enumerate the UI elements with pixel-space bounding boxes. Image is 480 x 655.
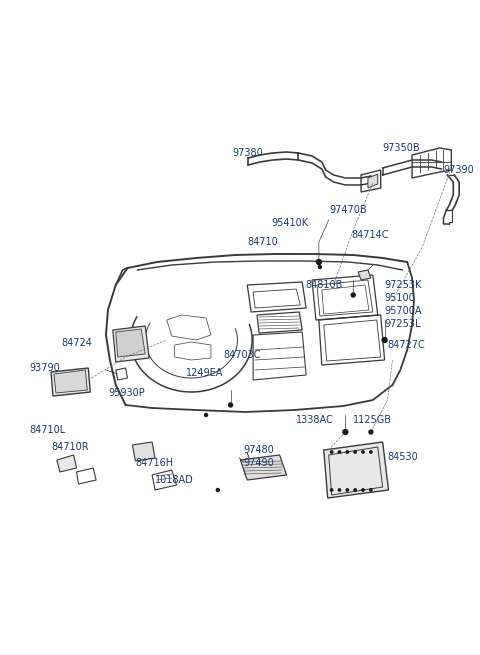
Text: 97253K: 97253K bbox=[384, 280, 422, 290]
Text: 1338AC: 1338AC bbox=[296, 415, 334, 425]
Polygon shape bbox=[324, 442, 388, 498]
Text: 84714C: 84714C bbox=[351, 230, 389, 240]
Circle shape bbox=[354, 489, 356, 491]
Circle shape bbox=[370, 451, 372, 453]
Text: 1018AD: 1018AD bbox=[155, 475, 194, 485]
Polygon shape bbox=[113, 326, 149, 362]
Polygon shape bbox=[54, 370, 87, 393]
Text: 95700A: 95700A bbox=[384, 306, 422, 316]
Circle shape bbox=[228, 403, 232, 407]
Text: 84710: 84710 bbox=[248, 237, 278, 247]
Text: 97253L: 97253L bbox=[384, 319, 421, 329]
Circle shape bbox=[362, 451, 364, 453]
Circle shape bbox=[330, 489, 333, 491]
Circle shape bbox=[370, 489, 372, 491]
Circle shape bbox=[216, 489, 219, 491]
Circle shape bbox=[346, 451, 348, 453]
Circle shape bbox=[316, 259, 321, 265]
Text: 84716H: 84716H bbox=[135, 458, 174, 468]
Circle shape bbox=[369, 430, 373, 434]
Polygon shape bbox=[368, 174, 378, 188]
Circle shape bbox=[354, 451, 356, 453]
Text: 97480: 97480 bbox=[243, 445, 274, 455]
Text: 97470B: 97470B bbox=[329, 205, 367, 215]
Circle shape bbox=[343, 430, 348, 434]
Text: 84724: 84724 bbox=[61, 338, 92, 348]
Text: 95410K: 95410K bbox=[271, 218, 308, 228]
Text: 97390: 97390 bbox=[444, 165, 474, 175]
Text: 95930P: 95930P bbox=[108, 388, 144, 398]
Circle shape bbox=[318, 265, 321, 269]
Text: 84727C: 84727C bbox=[387, 340, 425, 350]
Text: 97350B: 97350B bbox=[383, 143, 420, 153]
Text: 95100: 95100 bbox=[384, 293, 415, 303]
Circle shape bbox=[330, 451, 333, 453]
Circle shape bbox=[338, 489, 341, 491]
Polygon shape bbox=[240, 455, 287, 480]
Polygon shape bbox=[57, 455, 76, 472]
Polygon shape bbox=[132, 442, 155, 461]
Text: 97380: 97380 bbox=[233, 148, 264, 158]
Polygon shape bbox=[51, 368, 90, 396]
Text: 84710R: 84710R bbox=[51, 442, 89, 452]
Text: 84710L: 84710L bbox=[29, 425, 66, 435]
Polygon shape bbox=[116, 329, 145, 357]
Text: 97490: 97490 bbox=[243, 458, 274, 468]
Polygon shape bbox=[358, 270, 371, 280]
Circle shape bbox=[382, 337, 387, 343]
Text: 84530: 84530 bbox=[387, 452, 418, 462]
Text: 93790: 93790 bbox=[29, 363, 60, 373]
Text: 84810B: 84810B bbox=[305, 280, 342, 290]
Circle shape bbox=[362, 489, 364, 491]
Circle shape bbox=[204, 413, 207, 417]
Text: 1125GB: 1125GB bbox=[353, 415, 392, 425]
Circle shape bbox=[351, 293, 355, 297]
Text: 1249EA: 1249EA bbox=[186, 368, 224, 378]
Circle shape bbox=[338, 451, 341, 453]
Text: 84703C: 84703C bbox=[224, 350, 261, 360]
Circle shape bbox=[346, 489, 348, 491]
